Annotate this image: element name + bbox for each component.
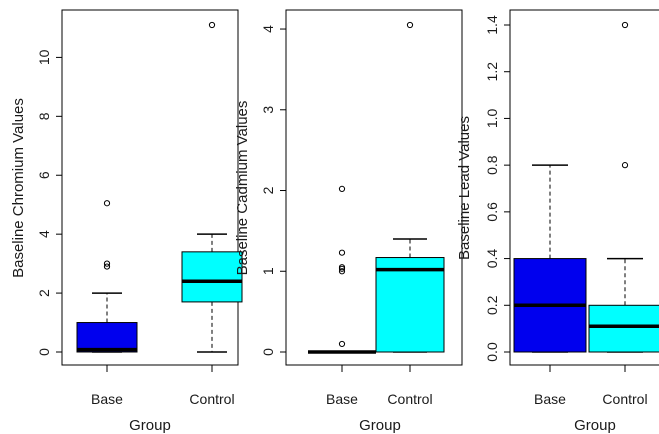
y-tick-label: 0.8 (484, 155, 500, 175)
y-tick-label: 0 (260, 348, 276, 356)
x-axis-title: Group (359, 417, 401, 434)
box-base (308, 185, 376, 354)
x-tick-label: Base (534, 391, 566, 407)
outlier-point (208, 21, 216, 29)
box-control (181, 21, 243, 353)
y-tick-label: 0 (36, 348, 52, 356)
cadmium-panel: Baseline Cadmium Values Group 0 1 2 3 4 Base… (234, 9, 463, 434)
x-axis: Base Control (534, 365, 648, 407)
y-tick-label: 0.4 (484, 249, 500, 269)
x-tick-label: Control (602, 391, 647, 407)
y-axis: 0 1 2 3 4 (260, 25, 286, 356)
y-axis: 0.0 0.2 0.4 0.6 0.8 1.0 1.2 1.4 (484, 15, 510, 362)
x-axis: Base Control (326, 365, 433, 407)
box-marks (308, 21, 445, 354)
chromium-panel: Baseline Chromium Values Group 0 2 4 6 8 10 B… (10, 9, 243, 434)
y-tick-label: 1.2 (484, 62, 500, 82)
x-tick-label: Control (189, 391, 234, 407)
box-control (588, 21, 659, 353)
outlier-point (338, 268, 346, 275)
y-tick-label: 1.4 (484, 15, 500, 35)
box-base (76, 200, 138, 353)
box-control (375, 21, 445, 353)
outlier-point (338, 185, 346, 193)
x-axis-title: Group (574, 417, 616, 434)
y-tick-label: 6 (36, 171, 52, 179)
box-marks (513, 21, 659, 353)
y-tick-label: 0.2 (484, 295, 500, 315)
y-axis-title: Baseline Cadmium Values (234, 101, 251, 276)
box-body (181, 251, 243, 303)
y-tick-label: 4 (260, 25, 276, 33)
y-axis-title: Baseline Chromium Values (10, 98, 27, 278)
box-body (76, 322, 138, 353)
plot-frame (285, 9, 463, 366)
outlier-point (406, 21, 414, 29)
lead-panel: Baseline Lead Values Group 0.00.20.40.60… (456, 9, 659, 434)
y-tick-label: 8 (36, 112, 52, 120)
y-tick-label: 3 (260, 106, 276, 114)
y-tick-label: 10 (36, 49, 52, 65)
y-tick-label: 4 (36, 230, 52, 238)
x-axis-title: Group (129, 417, 171, 434)
box-base (513, 164, 587, 353)
outlier-point (338, 249, 346, 256)
outlier-point (621, 21, 629, 29)
outlier-point (103, 260, 111, 267)
y-tick-label: 2 (260, 186, 276, 194)
box-body (588, 304, 659, 353)
plot-frame (61, 9, 239, 366)
y-tick-label: 1.0 (484, 108, 500, 128)
y-tick-label: 2 (36, 289, 52, 297)
plot-frame (509, 9, 659, 366)
x-axis: Base Control (91, 365, 235, 407)
box-marks (76, 21, 243, 353)
y-axis-title: Baseline Lead Values (456, 116, 473, 260)
outlier-point (338, 264, 346, 271)
box-body (375, 257, 445, 353)
x-tick-label: Base (326, 391, 358, 407)
y-tick-label: 1 (260, 267, 276, 275)
x-tick-label: Base (91, 391, 123, 407)
outlier-point (338, 340, 346, 348)
y-tick-label: 0.6 (484, 202, 500, 222)
outlier-point (621, 162, 629, 169)
y-tick-label: 0.0 (484, 342, 500, 362)
outlier-point (103, 263, 111, 270)
outlier-point (103, 200, 111, 207)
y-axis: 0 2 4 6 8 10 (36, 49, 62, 356)
x-tick-label: Control (387, 391, 432, 407)
